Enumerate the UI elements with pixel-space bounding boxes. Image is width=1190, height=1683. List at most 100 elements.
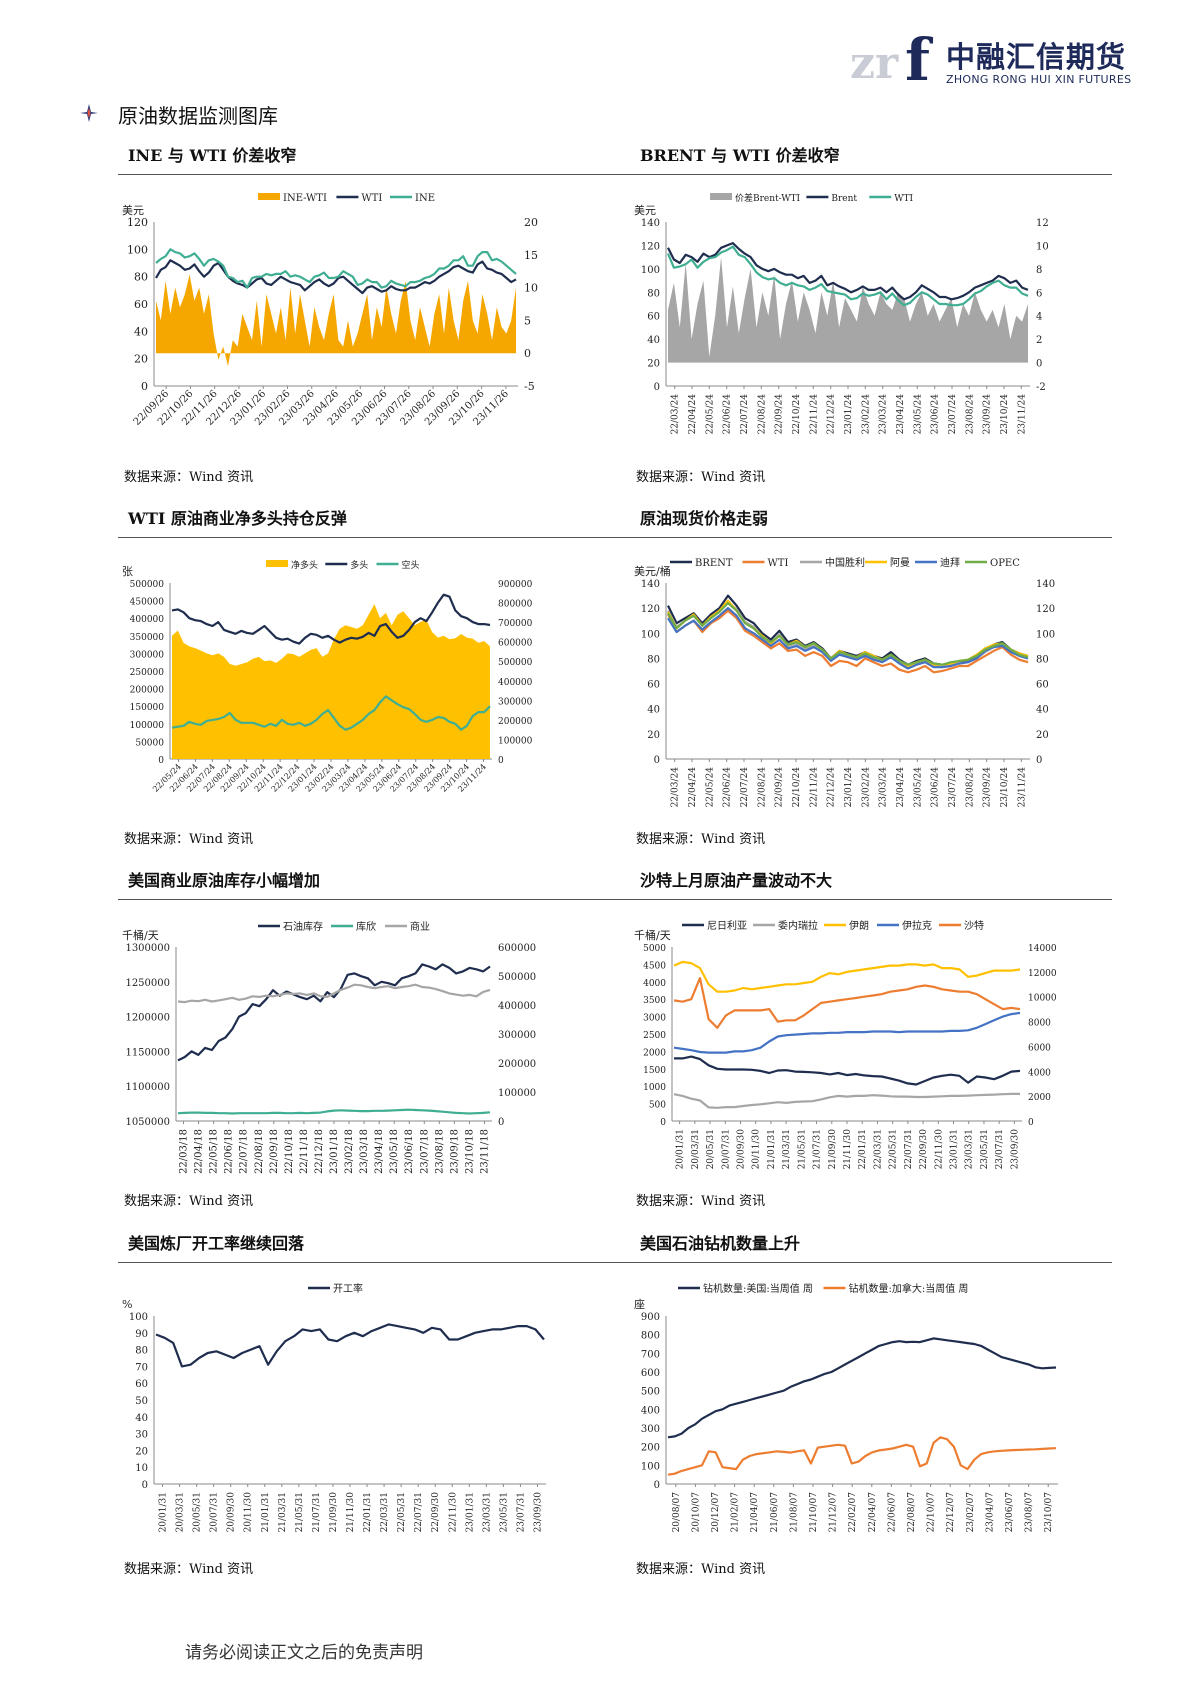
y-tick-label: 140 [641, 579, 660, 590]
data-source-note: 数据来源：Wind 资讯 [124, 1562, 254, 1577]
x-tick-label: 22/11/30 [934, 1129, 944, 1170]
panel-title: WTI 原油商业净多头持仓反弹 [128, 509, 347, 528]
x-tick-label: 22/12/18 [314, 1129, 325, 1174]
legend-label: 伊朗 [849, 920, 869, 932]
x-tick-label: 20/05/31 [706, 1129, 716, 1169]
x-tick-label: 21/03/31 [278, 1492, 288, 1532]
data-source-note: 数据来源：Wind 资讯 [636, 832, 766, 847]
x-tick-label: 20/09/30 [736, 1129, 746, 1170]
y-right-tick-label: 4000 [1028, 1068, 1051, 1078]
legend-label: 价差Brent-WTI [735, 192, 800, 204]
x-tick-label: 23/01/31 [465, 1492, 475, 1532]
y-tick-label: 300000 [130, 650, 165, 660]
x-tick-label: 22/11/24 [809, 767, 819, 808]
y-tick-label: 140 [641, 218, 660, 229]
series-line-尼日利亚 [674, 1055, 1021, 1086]
x-tick-label: 23/10/18 [464, 1129, 475, 1174]
y-right-tick-label: 140 [1036, 579, 1055, 590]
x-tick-label: 23/08/18 [434, 1129, 445, 1174]
x-tick-label: 20/01/31 [159, 1492, 169, 1532]
x-tick-label: 22/02/07 [848, 1492, 858, 1533]
svg-text:zr: zr [850, 38, 899, 88]
x-tick-label: 23/06/24 [931, 767, 941, 808]
series-area-INE-WTI [156, 274, 516, 367]
svg-text:f: f [905, 28, 934, 88]
y-right-tick-label: 12000 [1028, 969, 1057, 979]
section-title: 原油数据监测图库 [118, 104, 278, 128]
legend-label: 阿曼 [890, 557, 910, 569]
y-right-tick-label: 14000 [1028, 944, 1057, 954]
y-tick-label: 80 [134, 271, 148, 284]
y-tick-label: 500 [641, 1387, 660, 1398]
y-tick-label: 40 [135, 1413, 148, 1424]
series-line-OPEC [667, 602, 1029, 666]
y-right-tick-label: 10 [1036, 241, 1049, 252]
chart-wti-net-long: 张 0 50000 100000 150000 200000 250000 300000 350… [122, 559, 533, 794]
y-tick-label: 100 [641, 1461, 660, 1472]
legend-label: 多头 [350, 559, 368, 571]
x-tick-label: 23/03/31 [965, 1129, 975, 1169]
x-tick-label: 22/06/07 [887, 1492, 897, 1533]
x-tick-label: 22/09/24 [775, 394, 785, 435]
y-right-tick-label: 12 [1036, 218, 1049, 229]
legend-label: 商业 [410, 920, 430, 933]
y-tick-label: 200 [641, 1443, 660, 1454]
x-tick-label: 22/10/18 [284, 1129, 295, 1174]
y-right-tick-label: 400000 [498, 678, 533, 688]
x-tick-label: 23/08/24 [965, 767, 975, 808]
y-right-tick-label: 2000 [1028, 1093, 1051, 1103]
panel-divider [600, 174, 1112, 175]
data-source-note: 数据来源：Wind 资讯 [636, 1194, 766, 1209]
x-tick-label: 23/07/18 [419, 1129, 430, 1174]
x-tick-label: 23/03/24 [879, 394, 889, 435]
y-axis-label: 千桶/天 [634, 928, 671, 942]
x-tick-label: 23/08/07 [1025, 1492, 1035, 1533]
x-tick-label: 20/09/30 [227, 1492, 237, 1533]
x-tick-label: 23/07/31 [995, 1129, 1005, 1169]
x-tick-label: 20/11/30 [752, 1129, 762, 1170]
y-tick-label: 400000 [130, 615, 165, 625]
series-line-钻机数量:加拿大:当周值 周 [667, 1436, 1057, 1476]
x-tick-label: 21/10/07 [809, 1492, 819, 1533]
x-tick-label: 23/09/18 [449, 1129, 460, 1174]
y-tick-label: 1300000 [125, 943, 170, 954]
chart-opec-production: 千桶/天 0 500 1000 1500 2000 2500 3000 3500 4000 4500… [634, 919, 1057, 1170]
y-tick-label: 40 [647, 705, 660, 716]
x-tick-label: 23/03/31 [482, 1492, 492, 1532]
y-tick-label: 1150000 [125, 1047, 170, 1058]
x-tick-label: 23/11/24 [1017, 767, 1027, 808]
panel-divider [118, 899, 600, 900]
y-right-tick-label: 0 [498, 1117, 504, 1128]
series-line-开工率 [155, 1323, 545, 1368]
x-tick-label: 23/09/24 [983, 767, 993, 808]
x-tick-label: 23/07/31 [516, 1492, 526, 1532]
x-tick-label: 21/02/07 [731, 1492, 741, 1533]
chart-ine-wti-spread: 美元020406080100120-50510152022/09/2622/10… [122, 193, 538, 428]
x-tick-label: 22/08/24 [757, 394, 767, 435]
y-tick-label: 0 [141, 380, 148, 393]
legend-label: INE-WTI [283, 193, 327, 204]
x-tick-label: 23/01/24 [844, 394, 854, 435]
y-right-tick-label: 6 [1036, 288, 1042, 299]
x-tick-label: 22/07/31 [904, 1129, 914, 1169]
x-tick-label: 23/04/18 [374, 1129, 385, 1174]
y-right-tick-label: 0 [1036, 359, 1042, 370]
legend-label: 钻机数量:加拿大:当周值 周 [849, 1282, 969, 1295]
x-tick-label: 22/09/30 [431, 1492, 441, 1533]
x-tick-label: 22/03/18 [179, 1129, 190, 1174]
y-tick-label: 250000 [130, 668, 165, 678]
y-tick-label: 1050000 [125, 1117, 170, 1128]
x-tick-label: 22/04/18 [194, 1129, 205, 1174]
x-tick-label: 20/05/31 [193, 1492, 203, 1532]
series-line-迪拜 [667, 607, 1029, 670]
x-tick-label: 23/10/07 [1044, 1492, 1054, 1533]
x-tick-label: 21/05/31 [295, 1492, 305, 1532]
y-right-tick-label: 15 [524, 249, 538, 262]
y-right-tick-label: 20 [1036, 730, 1049, 741]
legend-label: WTI [361, 193, 382, 204]
panel-title: 沙特上月原油产量波动不大 [640, 871, 833, 890]
y-right-tick-label: 300000 [498, 1030, 536, 1041]
y-right-tick-label: 0 [1036, 755, 1042, 766]
x-tick-label: 21/07/31 [813, 1129, 823, 1169]
x-tick-label: 22/12/24 [827, 767, 837, 808]
